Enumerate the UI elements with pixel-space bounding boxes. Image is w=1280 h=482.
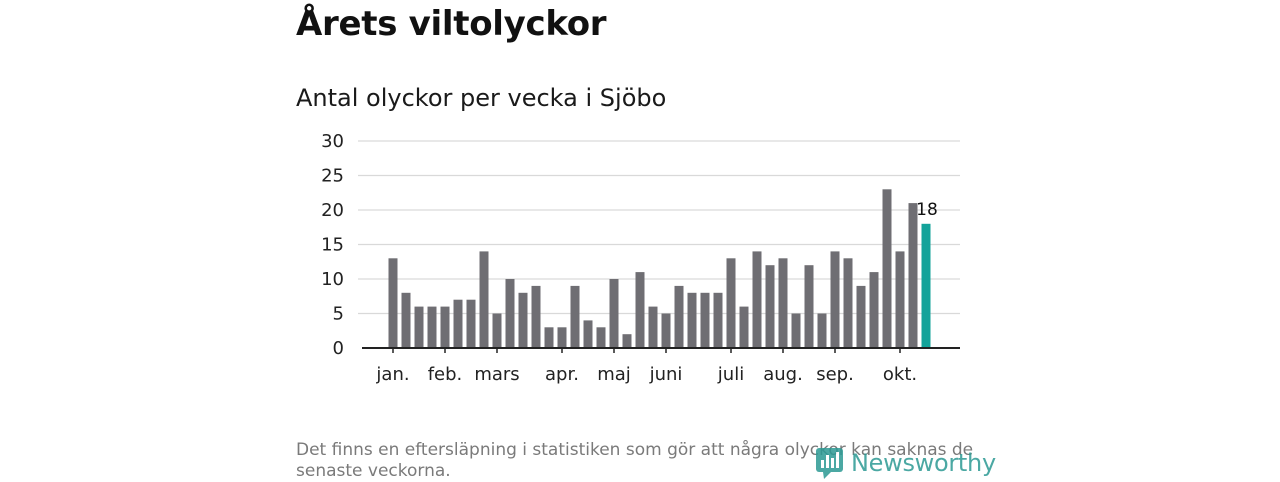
bar [505,279,515,348]
chart-title: Antal olyckor per vecka i Sjöbo [296,84,667,112]
y-tick-label: 15 [321,235,344,256]
bar [687,292,697,348]
bar [453,299,463,348]
bars [388,189,931,348]
y-tick-label: 30 [321,131,344,152]
bar [427,306,437,348]
bar [492,313,502,348]
bar [908,203,918,348]
y-tick-label: 25 [321,166,344,187]
bar [609,279,619,348]
bar [544,327,554,348]
bar [869,272,879,348]
bar [401,292,411,348]
bar [570,285,580,348]
data-labels: 18 [916,200,938,220]
brand-name: Newsworthy [851,449,996,477]
bar [622,334,632,348]
x-tick-label: aug. [763,364,803,385]
bar [739,306,749,348]
bar [531,285,541,348]
x-axis-ticks: jan. feb. mars apr. maj juni juli aug. sep. okt. [362,347,960,385]
bar [804,265,814,348]
x-tick-label: okt. [883,364,917,385]
bar [765,265,775,348]
bar [479,251,489,348]
x-tick-label: juni [649,364,683,385]
y-axis-ticks: 0 5 10 15 20 25 30 [321,131,344,359]
bar [830,251,840,348]
x-tick-label: juli [717,364,744,385]
y-tick-label: 20 [321,200,344,221]
x-tick-label: maj [597,364,631,385]
bar [414,306,424,348]
bar [440,306,450,348]
bar [557,327,567,348]
bar [700,292,710,348]
x-tick-label: apr. [545,364,579,385]
y-tick-label: 0 [333,338,344,359]
bar [817,313,827,348]
page-title: Årets viltolyckor [296,4,607,44]
bar [635,272,645,348]
x-tick-label: mars [474,364,519,385]
bar [466,299,476,348]
bar [388,258,398,348]
x-tick-label: jan. [375,364,409,385]
bar [843,258,853,348]
y-tick-label: 10 [321,269,344,290]
bar-highlight [921,223,931,348]
x-tick-label: feb. [428,364,463,385]
bar [648,306,658,348]
y-tick-label: 5 [333,304,344,325]
bar [518,292,528,348]
bar [895,251,905,348]
newsworthy-logo-icon [816,448,843,479]
bar [583,320,593,348]
footnote: Det finns en eftersläpning i statistiken… [296,440,974,481]
bar [726,258,736,348]
highlight-value-label: 18 [916,200,938,220]
bar [661,313,671,348]
bar [791,313,801,348]
bar [778,258,788,348]
bar [674,285,684,348]
bar [882,189,892,348]
x-tick-label: sep. [816,364,854,385]
bar [596,327,606,348]
bar-chart: 0 5 10 15 20 25 30 jan. feb. mars apr. maj juni juli… [321,131,960,385]
bar [752,251,762,348]
brand-logo: Newsworthy [815,446,996,480]
bar [713,292,723,348]
bar [856,285,866,348]
